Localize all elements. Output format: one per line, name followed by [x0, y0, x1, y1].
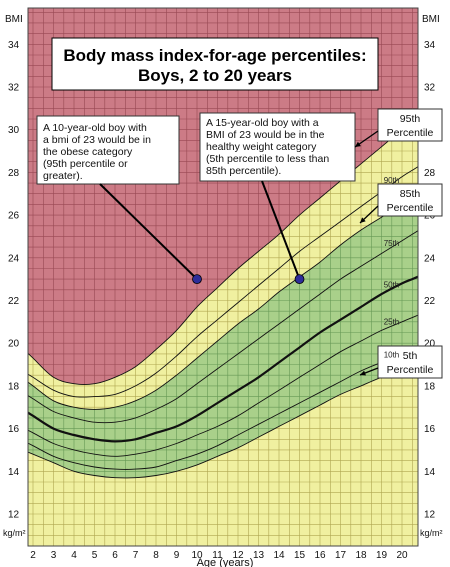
legend-95th-arrowhead	[355, 141, 361, 147]
ytick-right-16: 16	[424, 424, 436, 435]
ytick-right-22: 22	[424, 296, 436, 307]
ytick-left-28: 28	[8, 168, 20, 179]
xtick-4: 4	[71, 550, 77, 561]
curve-label-10th: 10th	[384, 350, 400, 359]
legend-5th-box	[377, 345, 443, 379]
callout-obese-line: the obese category	[43, 146, 133, 158]
xtick-8: 8	[153, 550, 159, 561]
chart-title: Body mass index-for-age percentiles:	[63, 46, 366, 65]
curve-10th	[28, 348, 418, 470]
ytick-left-32: 32	[8, 82, 20, 93]
callout-healthy-line: healthy weight category	[206, 141, 317, 153]
plot-frame	[27, 7, 419, 547]
bmi-label-left: BMI	[5, 14, 23, 25]
ytick-left-12: 12	[8, 509, 20, 520]
callout-obese-box	[36, 115, 180, 185]
xtick-7: 7	[133, 550, 139, 561]
curve-95th	[28, 119, 418, 385]
xtick-3: 3	[51, 550, 57, 561]
data-point	[192, 274, 202, 285]
ytick-right-32: 32	[424, 82, 436, 93]
xtick-11: 11	[212, 550, 223, 561]
ytick-right-12: 12	[424, 509, 436, 520]
ytick-left-20: 20	[8, 339, 20, 350]
xtick-15: 15	[294, 550, 306, 561]
xtick-14: 14	[273, 550, 285, 561]
ytick-right-18: 18	[424, 381, 436, 392]
xtick-19: 19	[376, 550, 388, 561]
callout-healthy-leader	[261, 180, 301, 280]
ytick-left-18: 18	[8, 381, 20, 392]
legend-95th-line1: 95th	[400, 113, 421, 125]
callout-obese-leader	[99, 183, 198, 280]
xtick-20: 20	[396, 550, 408, 561]
callout-healthy-line: (5th percentile to less than	[206, 153, 329, 165]
ytick-right-20: 20	[424, 339, 436, 350]
curve-75th	[28, 230, 418, 424]
curve-25th	[28, 314, 418, 457]
xtick-2: 2	[30, 550, 36, 561]
bmi-label-right: BMI	[422, 14, 440, 25]
callout-obese-line: (95th percentile or	[43, 158, 128, 170]
ytick-left-22: 22	[8, 296, 20, 307]
curve-5th	[28, 367, 418, 479]
callout-healthy-line: 85th percentile).	[206, 165, 281, 177]
callout-obese-line: a bmi of 23 would be in	[43, 134, 151, 146]
chart-subtitle: Boys, 2 to 20 years	[138, 66, 292, 85]
curve-label-90th: 90th	[384, 176, 400, 185]
legend-85th-box	[377, 183, 443, 217]
legend-5th-line1: 5th	[403, 350, 418, 362]
callout-obese-line: A 10-year-old boy with	[43, 122, 147, 134]
ytick-left-24: 24	[8, 253, 20, 264]
ytick-right-24: 24	[424, 253, 436, 264]
legend-85th-arrowhead	[360, 217, 366, 223]
ytick-right-28: 28	[424, 168, 436, 179]
ytick-right-14: 14	[424, 467, 436, 478]
ytick-left-30: 30	[8, 125, 20, 136]
title-box	[51, 37, 379, 91]
xtick-16: 16	[314, 550, 326, 561]
xtick-17: 17	[335, 550, 347, 561]
callout-healthy-line: BMI of 23 would be in the	[206, 129, 325, 141]
callout-healthy-box	[199, 112, 356, 182]
xtick-9: 9	[174, 550, 180, 561]
xtick-6: 6	[112, 550, 118, 561]
annotations: Body mass index-for-age percentiles:Boys…	[36, 37, 443, 379]
curve-85th	[28, 193, 418, 410]
legend-95th-line2: Percentile	[387, 127, 434, 139]
ytick-left-14: 14	[8, 467, 20, 478]
axis-ticks: 1212141416161818202022222424262628283030…	[3, 14, 443, 567]
xtick-5: 5	[92, 550, 98, 561]
curve-90th	[28, 166, 418, 398]
percentile-curves	[28, 119, 418, 479]
legend-85th-line1: 85th	[400, 188, 421, 200]
unit-label-right: kg/m²	[420, 528, 443, 538]
xtick-18: 18	[355, 550, 367, 561]
ytick-left-26: 26	[8, 211, 20, 222]
ytick-left-16: 16	[8, 424, 20, 435]
unit-label-left: kg/m²	[3, 528, 26, 538]
callout-healthy-line: A 15-year-old boy with a	[206, 117, 319, 129]
legend-95th-box	[377, 108, 443, 142]
x-axis-title: Age (years)	[197, 557, 254, 567]
ytick-right-34: 34	[424, 40, 436, 51]
ytick-left-34: 34	[8, 40, 20, 51]
callout-obese-line: greater).	[43, 170, 83, 182]
curve-label-75th: 75th	[384, 239, 400, 248]
legend-5th-line2: Percentile	[387, 364, 434, 376]
xtick-13: 13	[253, 550, 265, 561]
curve-label-25th: 25th	[384, 317, 400, 326]
legend-5th-arrowhead	[360, 370, 366, 376]
xtick-10: 10	[191, 550, 203, 561]
legend-85th-line2: Percentile	[387, 202, 434, 214]
curve-50th	[28, 275, 418, 443]
data-point	[294, 274, 305, 285]
curve-label-50th: 50th	[384, 280, 400, 289]
xtick-12: 12	[232, 550, 244, 561]
